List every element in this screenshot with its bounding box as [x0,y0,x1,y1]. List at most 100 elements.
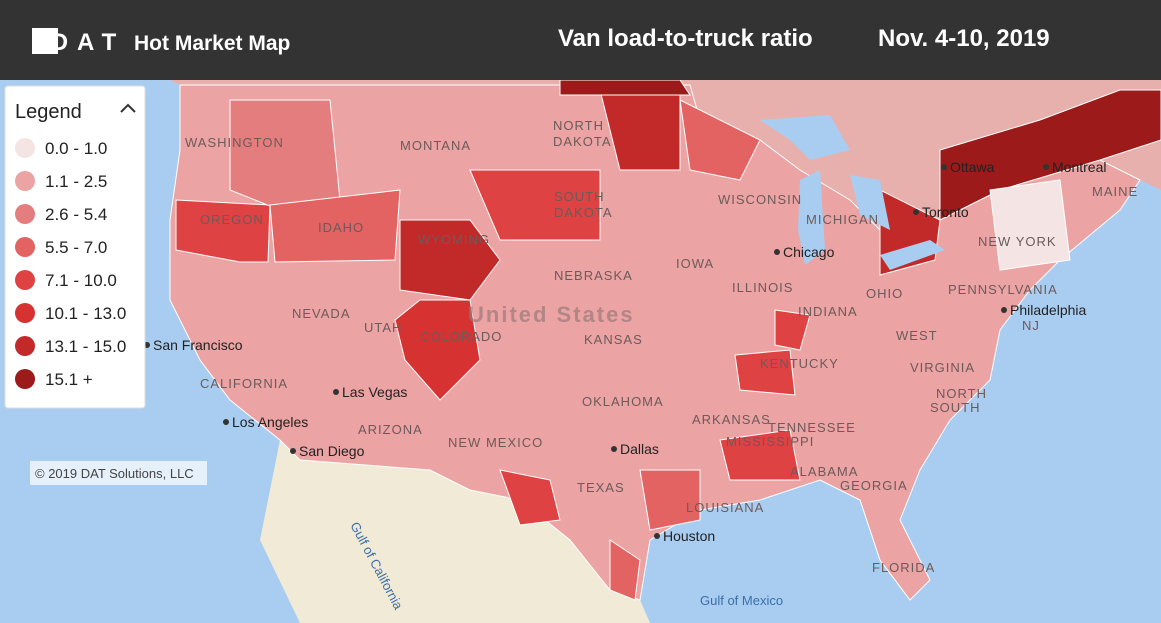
legend-swatch [15,270,35,290]
hot-region [719,429,801,481]
lake [850,175,890,230]
legend-label: 1.1 - 2.5 [45,172,107,191]
state-label: SOUTH [554,189,605,204]
city-dot [1043,164,1049,170]
logo: DAT [51,29,126,56]
city-dot [223,419,229,425]
state-label: FLORIDA [872,560,935,575]
hot-region [639,469,701,531]
state-label: NEW MEXICO [448,435,543,450]
state-label: ALABAMA [790,464,858,479]
hot-region [679,99,761,181]
hot-region [175,199,271,263]
logo-box [32,28,58,54]
state-label: NEVADA [292,306,351,321]
state-label: ILLINOIS [732,280,793,295]
hot-region [989,179,1071,271]
city-dot [611,446,617,452]
metric: Van load-to-truck ratio [558,25,813,52]
legend-label: 15.1 + [45,370,93,389]
city-label: San Francisco [153,337,243,353]
legend-label: 2.6 - 5.4 [45,205,107,224]
city-label: Montreal [1052,159,1106,175]
hot-region [609,539,641,601]
state-label: UTAH [364,320,402,335]
sea-label: Gulf of Mexico [700,593,783,608]
state-label: CALIFORNIA [200,376,288,391]
state-label: OHIO [866,286,903,301]
state-label: DAKOTA [553,134,612,149]
hot-region [774,309,811,351]
state-label: LOUISIANA [686,500,764,515]
city-label: Ottawa [950,159,995,175]
city-label: Philadelphia [1010,302,1086,318]
city-dot [941,164,947,170]
state-label: IDAHO [318,220,364,235]
state-label: OKLAHOMA [582,394,664,409]
copyright-bg [30,461,207,485]
legend-toggle[interactable] [120,103,136,113]
lake [798,170,825,265]
state-label: SOUTH [930,400,981,415]
state-label: OREGON [200,212,264,227]
legend-swatch [15,237,35,257]
city-dot [290,448,296,454]
city-dot [654,533,660,539]
city-dot [774,249,780,255]
legend-swatch [15,303,35,323]
hot-region [734,349,796,396]
mexico [260,440,650,623]
city-label: Chicago [783,244,835,260]
state-label: MAINE [1092,184,1138,199]
legend-label: 5.5 - 7.0 [45,238,107,257]
legend [4,85,146,409]
city-label: Dallas [620,441,659,457]
hot-region [939,89,1161,221]
state-label: NORTH [553,118,604,133]
legend-swatch [15,336,35,356]
legend-swatch [15,204,35,224]
city-dot [333,389,339,395]
legend-label: 13.1 - 15.0 [45,337,126,356]
state-label: GEORGIA [840,478,908,493]
legend-swatch [15,138,35,158]
state-label: United States [468,302,635,327]
state-label: DAKOTA [554,205,613,220]
legend-title: Legend [15,101,82,123]
header-title: Hot Market Map [134,32,290,55]
city-label: Las Vegas [342,384,407,400]
state-label: NEBRASKA [554,268,633,283]
lake [880,240,945,270]
hot-region [229,99,341,211]
state-label: KANSAS [584,332,643,347]
state-label: TENNESSEE [768,420,856,435]
state-label: PENNSYLVANIA [948,282,1058,297]
state-label: INDIANA [798,304,858,319]
hot-region [499,469,561,526]
legend-swatch [15,171,35,191]
lake [760,115,850,160]
legend-swatch [15,369,35,389]
hot-region [399,219,501,301]
state-label: MISSISSIPPI [726,434,814,449]
state-label: NJ [1022,318,1040,333]
city-label: Toronto [922,204,969,220]
state-label: WEST [896,328,938,343]
copyright: © 2019 DAT Solutions, LLC [35,466,194,481]
state-label: VIRGINIA [910,360,975,375]
state-label: MICHIGAN [806,212,879,227]
hot-region [559,79,691,96]
city-label: Houston [663,528,715,544]
state-label: TEXAS [577,480,625,495]
state-label: NORTH [936,386,987,401]
state-label: MONTANA [400,138,471,153]
state-label: ARKANSAS [692,412,771,427]
legend-label: 0.0 - 1.0 [45,139,107,158]
legend-label: 10.1 - 13.0 [45,304,126,323]
header [0,0,1161,80]
hot-region [394,299,481,401]
state-label: COLORADO [420,329,502,344]
state-label: KENTUCKY [760,356,839,371]
state-label: WASHINGTON [185,135,284,150]
